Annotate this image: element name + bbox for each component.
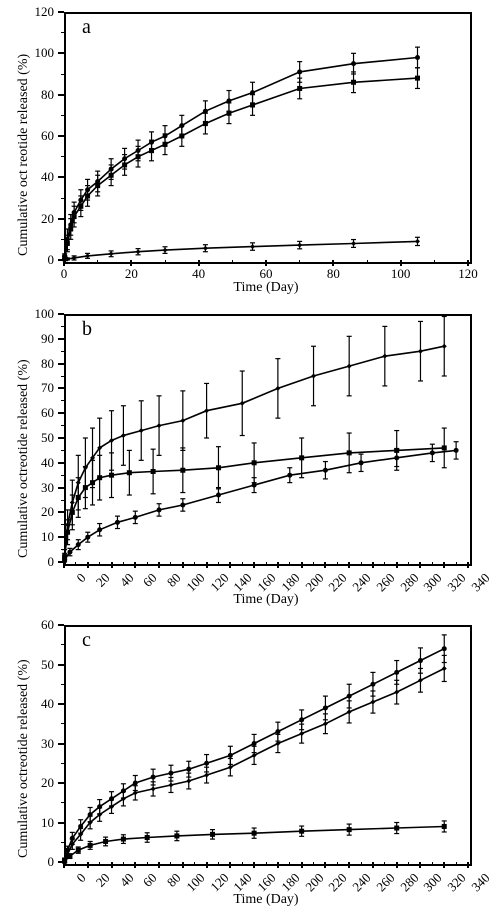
figure-container: 020406080100120020406080100120Cumulative… [0,0,500,911]
panel-c-svg [0,0,500,911]
